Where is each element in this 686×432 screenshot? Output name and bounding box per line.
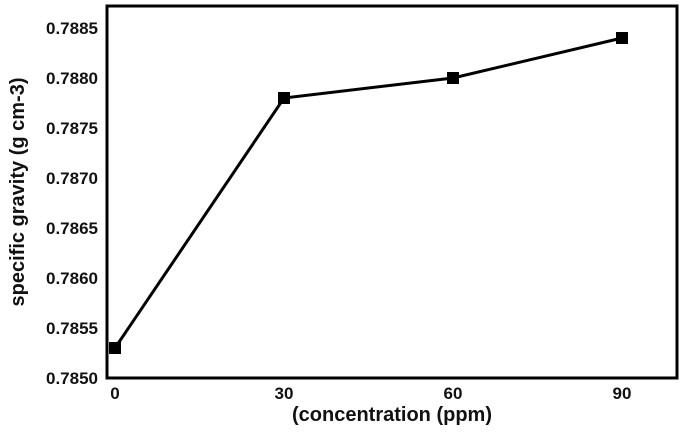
square-marker: [447, 72, 459, 84]
y-tick-label: 0.7855: [46, 319, 98, 338]
x-tick-label: 30: [275, 384, 294, 403]
x-tick-label: 90: [613, 384, 632, 403]
x-tick-label: 60: [444, 384, 463, 403]
y-tick-label: 0.7875: [46, 119, 98, 138]
y-tick-label: 0.7860: [46, 269, 98, 288]
y-tick-label: 0.7865: [46, 219, 98, 238]
x-tick-label: 0: [110, 384, 119, 403]
square-marker: [278, 92, 290, 104]
y-axis-ticks: 0.7850 0.7855 0.7860 0.7865 0.7870 0.7875 0.78…: [46, 19, 98, 388]
x-axis-title: (concentration (ppm): [292, 404, 492, 426]
square-marker: [616, 32, 628, 44]
x-axis-ticks: 0 30 60 90: [110, 384, 631, 403]
y-tick-label: 0.7880: [46, 69, 98, 88]
plot-frame: [105, 4, 679, 380]
y-tick-label: 0.7870: [46, 169, 98, 188]
square-marker: [109, 342, 121, 354]
data-markers: [109, 32, 628, 354]
y-axis-title: specific gravity (g cm-3): [7, 78, 29, 307]
y-tick-label: 0.7850: [46, 369, 98, 388]
y-tick-label: 0.7885: [46, 19, 98, 38]
data-line: [113, 36, 623, 349]
